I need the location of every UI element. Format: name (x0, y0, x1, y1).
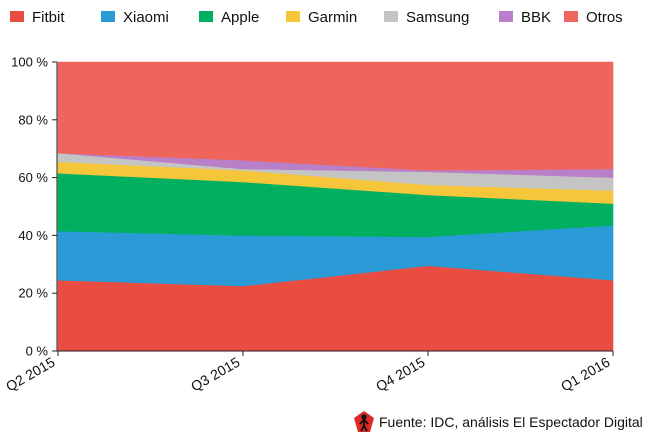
legend-swatch (199, 11, 213, 22)
legend-swatch (384, 11, 398, 22)
chart-areas (57, 61, 614, 352)
x-tick-label: Q1 2016 (558, 354, 613, 395)
chart-legend: Fitbit Xiaomi Apple Garmin Samsung BBK Otros (10, 9, 623, 26)
x-axis: Q2 2015 Q3 2015 Q4 2015 Q1 2016 (3, 350, 614, 395)
y-tick-label: 80 % (18, 112, 48, 127)
espectador-logo-icon (354, 411, 374, 432)
y-tick-label: 40 % (18, 228, 48, 243)
legend-label: Fitbit (32, 9, 65, 26)
legend-label: BBK (521, 9, 551, 26)
y-tick-label: 100 % (11, 55, 48, 70)
legend-item-fitbit: Fitbit (10, 9, 65, 26)
source-text: Fuente: IDC, análisis El Espectador Digi… (379, 414, 643, 430)
legend-swatch (499, 11, 513, 22)
legend-swatch (564, 11, 578, 22)
legend-item-garmin: Garmin (286, 9, 357, 26)
y-tick-label: 0 % (26, 344, 49, 359)
x-tick-label: Q2 2015 (3, 354, 58, 395)
legend-item-samsung: Samsung (384, 9, 469, 26)
legend-item-xiaomi: Xiaomi (101, 9, 169, 26)
y-tick-label: 20 % (18, 286, 48, 301)
legend-swatch (101, 11, 115, 22)
legend-label: Xiaomi (123, 9, 169, 26)
y-tick-label: 60 % (18, 170, 48, 185)
legend-label: Apple (221, 9, 259, 26)
legend-item-otros: Otros (564, 9, 623, 26)
area-series-otros (57, 61, 614, 171)
x-tick-label: Q3 2015 (188, 354, 243, 395)
legend-label: Otros (586, 9, 623, 26)
legend-item-bbk: BBK (499, 9, 551, 26)
x-tick-label: Q4 2015 (373, 354, 428, 395)
source-caption: Fuente: IDC, análisis El Espectador Digi… (353, 410, 643, 434)
legend-label: Samsung (406, 9, 469, 26)
y-axis: 0 % 20 % 40 % 60 % 80 % 100 % (11, 55, 58, 359)
legend-swatch (286, 11, 300, 22)
legend-label: Garmin (308, 9, 357, 26)
legend-swatch (10, 11, 24, 22)
legend-item-apple: Apple (199, 9, 259, 26)
